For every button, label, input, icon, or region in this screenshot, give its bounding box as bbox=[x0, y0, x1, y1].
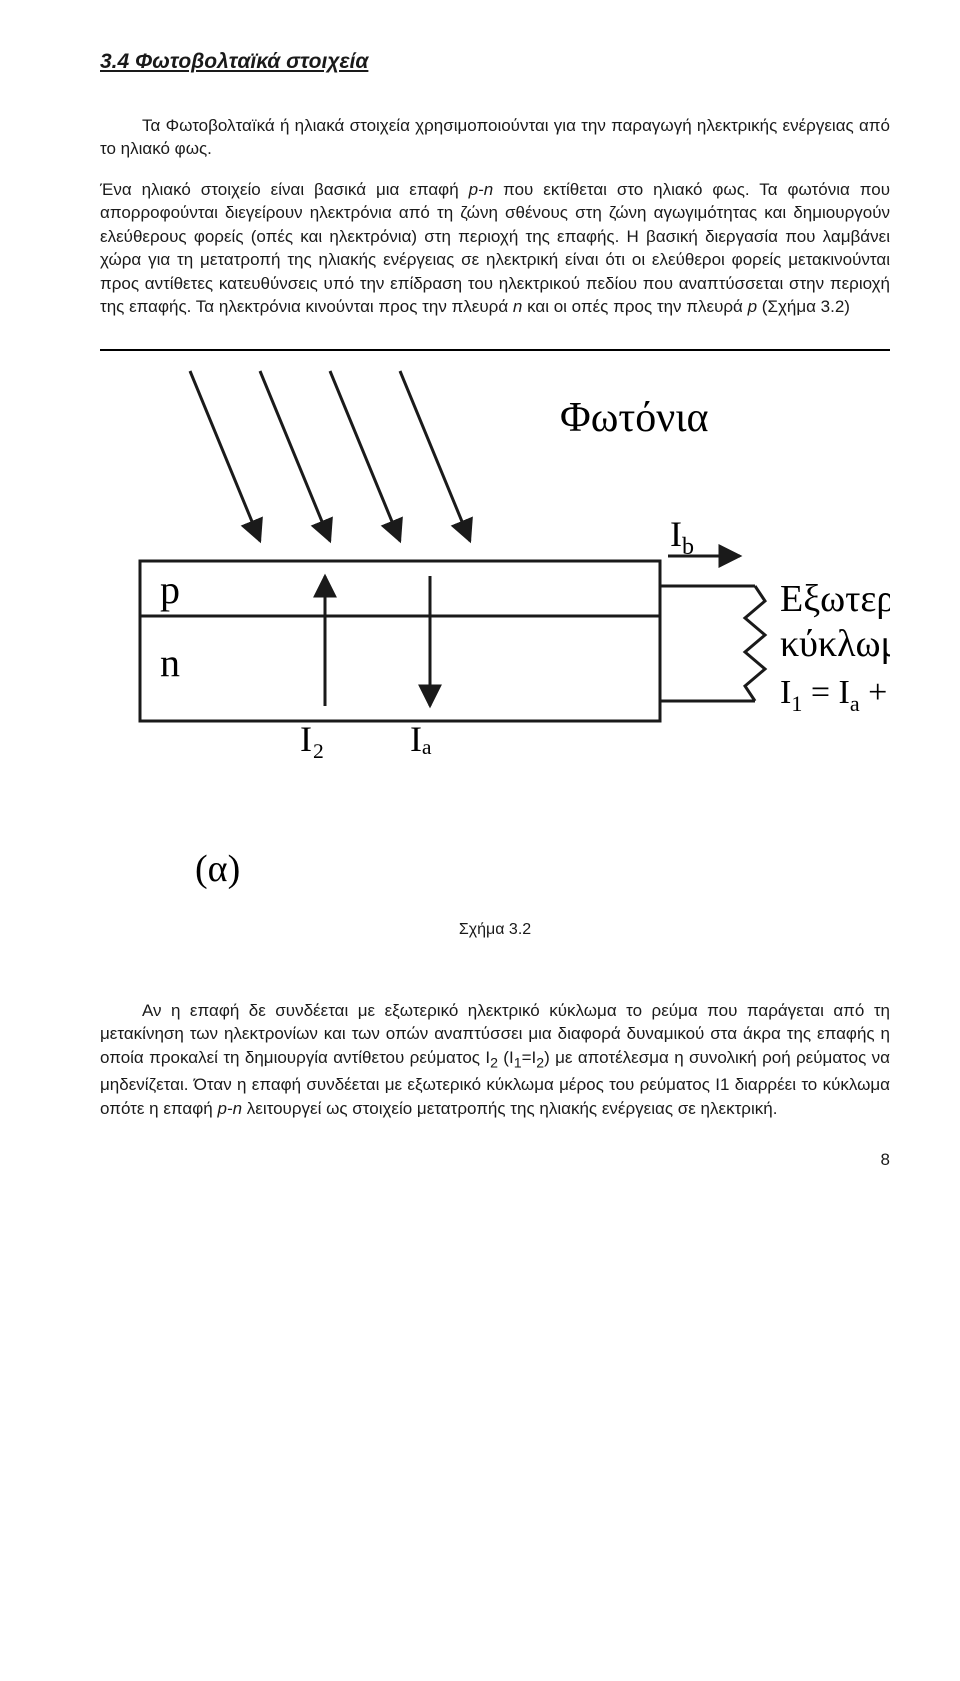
n-term: n bbox=[513, 297, 522, 316]
para2-text-e: =Ι bbox=[522, 1048, 537, 1067]
section-heading: 3.4 Φωτοβολταïκά στοιχεία bbox=[100, 50, 890, 74]
para1-text-h: (Σχήμα 3.2) bbox=[757, 297, 850, 316]
p-label: p bbox=[160, 567, 180, 612]
para2-text-i: λειτουργεί ως στοιχείο μετατροπής της ηλ… bbox=[242, 1099, 777, 1118]
para1-text-f: και οι οπές προς την πλευρά bbox=[522, 297, 747, 316]
page-number: 8 bbox=[100, 1150, 890, 1170]
p-term: p bbox=[748, 297, 757, 316]
ext-label-1: Εξωτερικό bbox=[780, 578, 890, 620]
paragraph-1b: Ένα ηλιακό στοιχείο είναι βασικά μια επα… bbox=[100, 178, 890, 319]
figure-3-2: Φωτόνια p n I₂ Iₐ Ib Εξωτερικό κύκλωμα bbox=[100, 349, 890, 911]
pn-term-2: p-n bbox=[217, 1099, 242, 1118]
pn-term-1: p-n bbox=[469, 180, 494, 199]
i1-equation: I1 = Ia + Ib bbox=[780, 674, 890, 716]
para2-text-c: (Ι bbox=[498, 1048, 514, 1067]
ia-label: Iₐ bbox=[410, 719, 432, 759]
figure-caption: Σχήμα 3.2 bbox=[100, 921, 890, 939]
ext-label-2: κύκλωμα bbox=[780, 623, 890, 665]
sub-2-a: 2 bbox=[490, 1055, 498, 1071]
i2-label: I₂ bbox=[300, 719, 325, 759]
alpha-label: (α) bbox=[195, 848, 240, 890]
n-label: n bbox=[160, 640, 180, 685]
para1-text-d: που εκτίθεται στο ηλιακό φως. Τα φωτόνια… bbox=[100, 180, 890, 316]
paragraph-2: Αν η επαφή δε συνδέεται με εξωτερικό ηλε… bbox=[100, 999, 890, 1121]
paragraph-1: Τα Φωτοβολταïκά ή ηλιακά στοιχεία χρησιμ… bbox=[100, 114, 890, 161]
figure-svg: Φωτόνια p n I₂ Iₐ Ib Εξωτερικό κύκλωμα bbox=[100, 351, 890, 911]
para1-text-b: Ένα ηλιακό στοιχείο είναι βασικά μια επα… bbox=[100, 180, 469, 199]
para1-text-a: Τα Φωτοβολταïκά ή ηλιακά στοιχεία χρησιμ… bbox=[100, 116, 890, 158]
ib-label: Ib bbox=[670, 514, 694, 560]
photon-label: Φωτόνια bbox=[560, 395, 709, 441]
sub-1: 1 bbox=[514, 1055, 522, 1071]
sub-2-b: 2 bbox=[536, 1055, 544, 1071]
